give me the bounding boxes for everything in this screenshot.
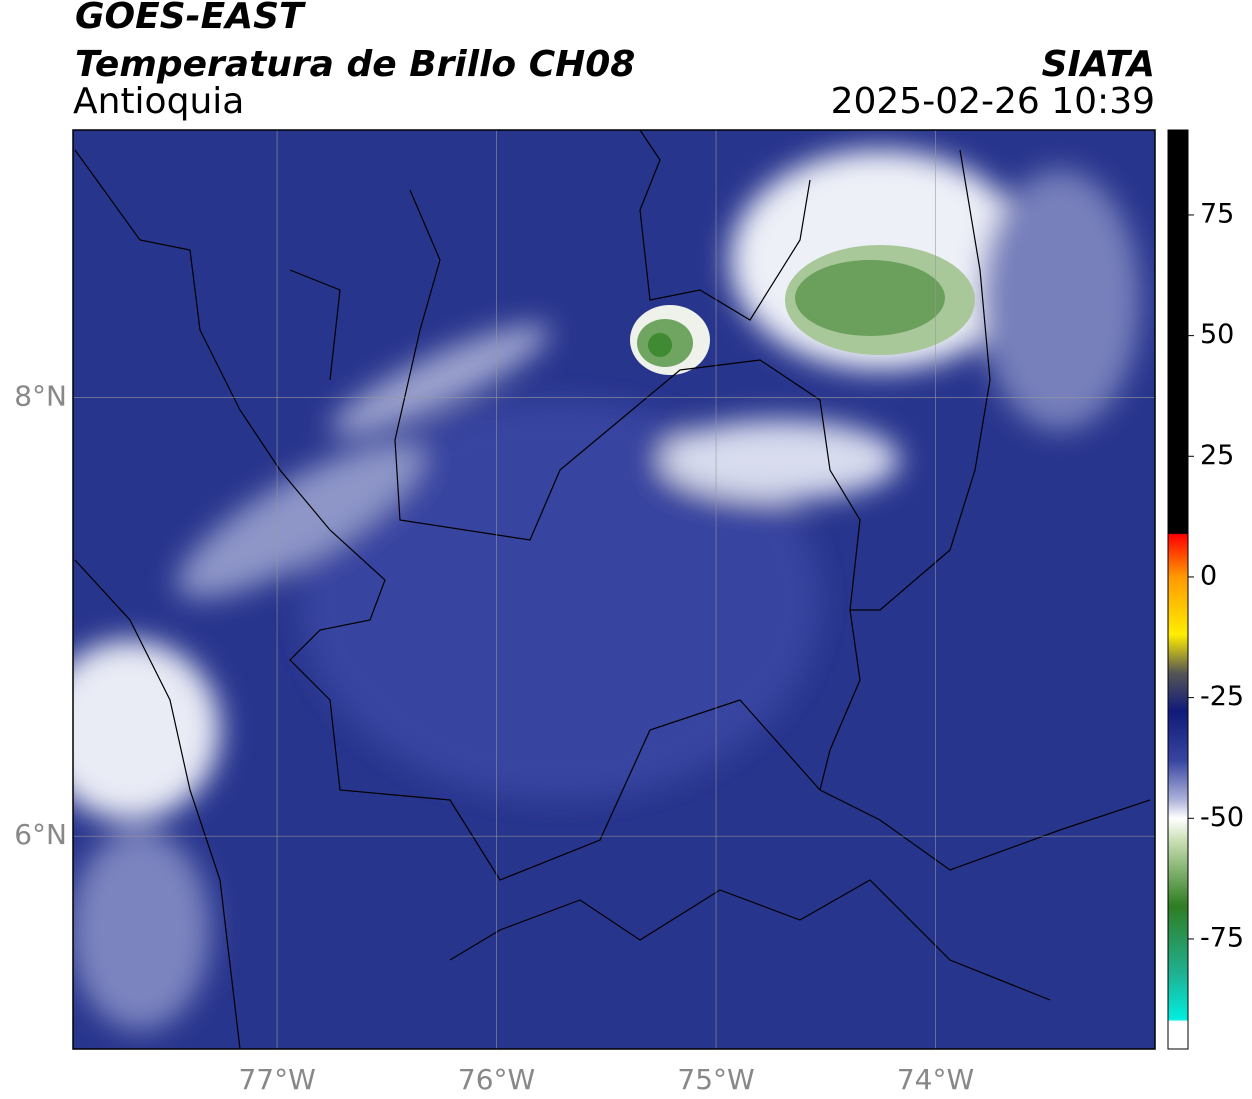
colorbar-tick-label: 50 xyxy=(1200,319,1234,350)
colorbar xyxy=(1167,129,1189,1050)
lon-tick-label: 74°W xyxy=(897,1063,974,1096)
colorbar-tick-label: -75 xyxy=(1200,922,1244,953)
grid xyxy=(73,130,1155,1049)
title: GOES-EAST xyxy=(75,0,306,37)
colorbar-tick-label: -50 xyxy=(1200,802,1244,833)
lat-tick-label: 8°N xyxy=(14,380,67,413)
lon-tick-label: 75°W xyxy=(677,1063,754,1096)
region: Antioquia xyxy=(73,81,244,122)
lon-tick-label: 76°W xyxy=(458,1063,535,1096)
colorbar-tick-label: 0 xyxy=(1200,560,1217,591)
lat-tick-label: 6°N xyxy=(14,818,67,851)
source: SIATA xyxy=(1042,44,1155,85)
datetime: 2025-02-26 10:39 xyxy=(831,81,1155,122)
lon-tick-label: 77°W xyxy=(238,1063,315,1096)
colorbar-tick-label: -25 xyxy=(1200,681,1244,712)
subtitle: Temperatura de Brillo CH08 xyxy=(75,44,635,85)
colorbar-tick-label: 25 xyxy=(1200,440,1234,471)
map-frame xyxy=(72,129,1156,1050)
satellite-image xyxy=(73,130,1155,1049)
colorbar-tick-label: 75 xyxy=(1200,198,1234,229)
